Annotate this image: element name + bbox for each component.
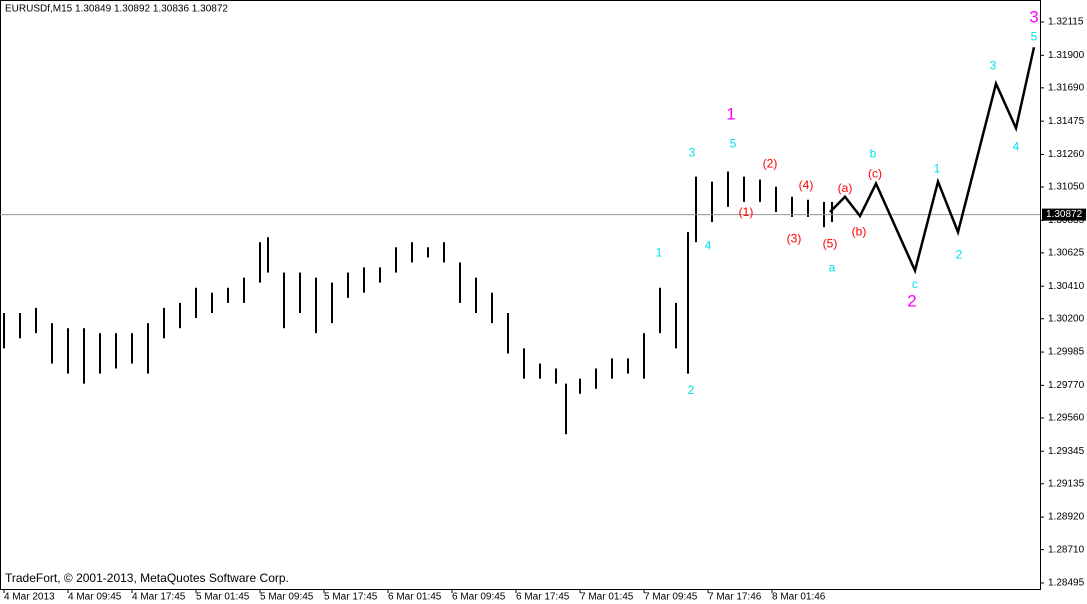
- wave-label: 1: [726, 104, 735, 123]
- wave-label: c: [912, 277, 918, 291]
- x-tick-label: 4 Mar 09:45: [68, 592, 122, 603]
- wave-label: 5: [1031, 29, 1038, 43]
- wave-label: (2): [763, 157, 778, 171]
- x-tick-label: 8 Mar 01:46: [772, 592, 826, 603]
- y-tick-label: 1.30410: [1048, 281, 1085, 292]
- wave-label: 1: [656, 246, 663, 260]
- last-price-box: [1042, 208, 1086, 221]
- wave-label: (3): [787, 231, 802, 245]
- wave-label: 1: [934, 162, 941, 176]
- last-price-label: 1.30872: [1046, 209, 1083, 220]
- y-tick-label: 1.29770: [1048, 380, 1085, 391]
- wave-label: 2: [956, 248, 963, 262]
- wave-label: 2: [907, 291, 916, 310]
- x-tick-label: 4 Mar 2013: [4, 592, 55, 603]
- x-tick-label: 6 Mar 01:45: [388, 592, 442, 603]
- y-tick-label: 1.31690: [1048, 82, 1085, 93]
- wave-label: (a): [838, 181, 853, 195]
- wave-label: 5: [730, 136, 737, 150]
- chart-title: EURUSDf,M15 1.30849 1.30892 1.30836 1.30…: [5, 4, 228, 15]
- copyright: TradeFort, © 2001-2013, MetaQuotes Softw…: [5, 571, 289, 585]
- y-tick-label: 1.29345: [1048, 446, 1085, 457]
- y-tick-label: 1.28710: [1048, 544, 1085, 555]
- y-tick-label: 1.29985: [1048, 347, 1085, 358]
- wave-label: (b): [852, 224, 867, 238]
- wave-label: 3: [990, 59, 997, 73]
- x-tick-label: 7 Mar 09:45: [644, 592, 698, 603]
- x-tick-label: 6 Mar 09:45: [452, 592, 506, 603]
- y-tick-label: 1.28495: [1048, 578, 1085, 589]
- x-tick-label: 7 Mar 17:46: [708, 592, 762, 603]
- x-tick-label: 4 Mar 17:45: [132, 592, 186, 603]
- y-tick-label: 1.31900: [1048, 50, 1085, 61]
- x-tick-label: 6 Mar 17:45: [516, 592, 570, 603]
- wave-label: b: [870, 147, 877, 161]
- x-tick-label: 5 Mar 01:45: [196, 592, 250, 603]
- forecast-line: [829, 46, 1036, 275]
- y-tick-label: 1.32115: [1048, 17, 1084, 28]
- y-tick-label: 1.29560: [1048, 413, 1085, 424]
- y-tick-label: 1.31050: [1048, 182, 1085, 193]
- y-tick-label: 1.28920: [1048, 512, 1085, 523]
- y-tick-label: 1.31475: [1048, 116, 1085, 127]
- wave-label: 3: [689, 146, 696, 160]
- wave-label: 3: [1029, 7, 1038, 26]
- x-tick-label: 5 Mar 17:45: [324, 592, 378, 603]
- wave-label: (c): [868, 167, 882, 181]
- wave-label: (4): [799, 178, 814, 192]
- x-tick-label: 7 Mar 01:45: [580, 592, 634, 603]
- wave-label: 4: [1013, 139, 1020, 153]
- wave-label: (5): [823, 236, 838, 250]
- y-tick-label: 1.31260: [1048, 149, 1085, 160]
- y-tick-label: 1.30625: [1048, 248, 1085, 259]
- x-tick-label: 5 Mar 09:45: [260, 592, 314, 603]
- wave-label: 4: [705, 238, 712, 252]
- wave-label: (1): [739, 205, 754, 219]
- y-tick-label: 1.30200: [1048, 313, 1085, 324]
- plot-frame: [0, 0, 1041, 590]
- y-tick-label: 1.29135: [1048, 478, 1085, 489]
- wave-label: 2: [688, 383, 695, 397]
- wave-label: a: [829, 261, 836, 275]
